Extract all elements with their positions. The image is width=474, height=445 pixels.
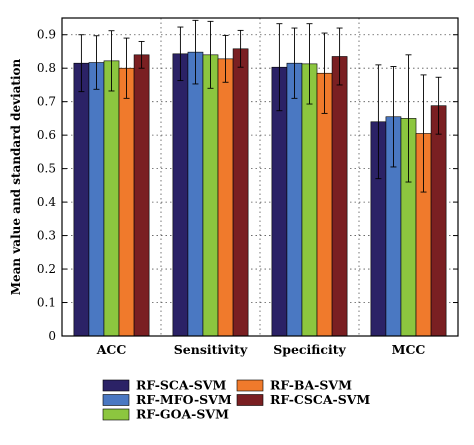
bar-rf-csca-svm-mcc <box>430 105 447 337</box>
bars <box>73 48 447 337</box>
y-tick-label: 0.4 <box>37 195 56 209</box>
legend-label: RF-CSCA-SVM <box>270 392 370 407</box>
legend-label: RF-GOA-SVM <box>136 407 229 422</box>
y-tick-label: 0.2 <box>37 262 56 276</box>
bar-rf-csca-svm-specificity <box>331 56 348 337</box>
legend-swatch <box>102 408 130 421</box>
legend-swatch <box>236 394 264 406</box>
bar-rf-sca-svm-sensitivity <box>172 53 189 337</box>
bar-rf-sca-svm-acc <box>73 62 90 337</box>
x-category-label: MCC <box>392 342 426 357</box>
bar-rf-mfo-svm-sensitivity <box>187 51 204 337</box>
y-tick-label: 0.6 <box>37 128 56 142</box>
bar-rf-goa-svm-sensitivity <box>202 54 219 337</box>
y-tick-label: 0.9 <box>37 28 56 42</box>
y-axis-ticks: 0 0.1 0.2 0.3 0.4 0.5 0.6 0.7 0.8 0.9 <box>37 28 458 343</box>
legend-swatch <box>102 379 130 392</box>
y-tick-label: 0.7 <box>37 95 56 109</box>
legend-label: RF-SCA-SVM <box>136 378 226 393</box>
bar-rf-goa-svm-specificity <box>301 63 318 337</box>
bar-rf-mfo-svm-specificity <box>286 62 303 337</box>
legend-swatch <box>236 379 264 392</box>
x-axis-category-labels: ACC Sensitivity Specificity MCC <box>96 342 426 357</box>
y-tick-label: 0.3 <box>37 229 56 243</box>
bar-rf-ba-svm-sensitivity <box>217 58 234 337</box>
legend-label: RF-BA-SVM <box>270 378 352 393</box>
bar-rf-csca-svm-sensitivity <box>232 48 249 337</box>
legend-swatch <box>102 394 130 406</box>
x-category-label: ACC <box>96 342 127 357</box>
bar-rf-goa-svm-acc <box>103 60 120 337</box>
error-bars <box>78 19 442 193</box>
bar-rf-mfo-svm-acc <box>88 62 105 337</box>
y-tick-label: 0.1 <box>37 296 56 310</box>
y-tick-label: 0 <box>48 329 56 343</box>
y-axis-label: Mean value and standard deviation <box>9 58 23 295</box>
plot-frame <box>61 17 459 337</box>
y-tick-label: 0.5 <box>37 162 56 176</box>
legend-label: RF-MFO-SVM <box>136 392 232 407</box>
bar-rf-csca-svm-acc <box>133 54 150 337</box>
x-category-label: Sensitivity <box>174 342 248 357</box>
bar-rf-ba-svm-acc <box>118 67 135 337</box>
y-tick-label: 0.8 <box>37 61 56 75</box>
x-category-label: Specificity <box>273 342 346 357</box>
